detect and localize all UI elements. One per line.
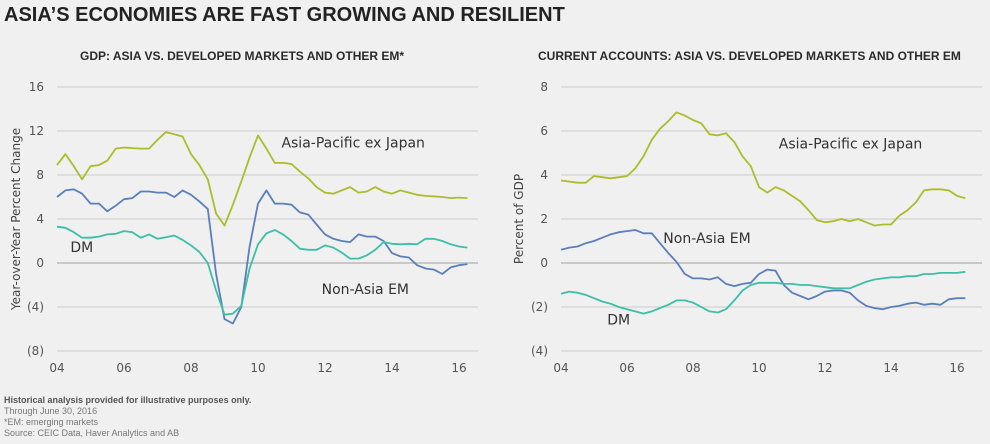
ca-x-tick-label: 12 bbox=[817, 361, 832, 375]
ca-y-tick-label: (2) bbox=[531, 300, 548, 314]
ca-x-tick-label: 14 bbox=[883, 361, 898, 375]
ca-series-label: Non-Asia EM bbox=[663, 231, 750, 247]
gdp-x-tick-label: 04 bbox=[49, 361, 64, 375]
gdp-y-tick-label: 0 bbox=[36, 256, 44, 270]
ca-y-tick-label: (4) bbox=[531, 344, 548, 358]
ca-x-tick-label: 06 bbox=[619, 361, 634, 375]
ca-series-dm bbox=[560, 270, 966, 315]
ca-y-tick-label: 2 bbox=[540, 212, 548, 226]
ca-y-tick-label: 0 bbox=[540, 256, 548, 270]
source-note: Source: CEIC Data, Haver Analytics and A… bbox=[4, 428, 180, 438]
ca-series-asia-pacific-ex-japan bbox=[560, 111, 966, 227]
gdp-series-label: Non-Asia EM bbox=[322, 282, 409, 298]
ca-series-non-asia-em bbox=[560, 229, 966, 311]
gdp-y-tick-label: 12 bbox=[29, 124, 44, 138]
em-definition-note: *EM: emerging markets bbox=[4, 417, 99, 427]
gdp-x-tick-label: 14 bbox=[384, 361, 399, 375]
ca-y-axis-label: Percent of GDP bbox=[512, 174, 526, 264]
gdp-series-dm bbox=[56, 225, 468, 316]
ca-series-label: Asia-Pacific ex Japan bbox=[779, 137, 923, 153]
gdp-x-tick-label: 16 bbox=[451, 361, 466, 375]
gdp-x-tick-label: 06 bbox=[116, 361, 131, 375]
page-title: ASIA’S ECONOMIES ARE FAST GROWING AND RE… bbox=[4, 4, 565, 26]
gdp-x-tick-label: 10 bbox=[250, 361, 265, 375]
disclaimer-note: Historical analysis provided for illustr… bbox=[4, 395, 252, 405]
ca-x-tick-label: 04 bbox=[553, 361, 568, 375]
gdp-y-axis-label: Year-over-Year Percent Change bbox=[9, 128, 23, 311]
gdp-series-asia-pacific-ex-japan bbox=[56, 131, 468, 227]
through-date-note: Through June 30, 2016 bbox=[4, 406, 98, 416]
gdp-y-tick-label: (8) bbox=[27, 344, 44, 358]
current-account-chart-title: CURRENT ACCOUNTS: ASIA VS. DEVELOPED MAR… bbox=[538, 49, 961, 63]
gdp-y-tick-label: 4 bbox=[36, 212, 44, 226]
gdp-y-tick-label: 16 bbox=[29, 80, 44, 94]
gdp-x-tick-label: 12 bbox=[317, 361, 332, 375]
gdp-y-tick-label: 8 bbox=[36, 168, 44, 182]
gdp-series-label: Asia-Pacific ex Japan bbox=[281, 136, 425, 152]
ca-x-tick-label: 16 bbox=[949, 361, 964, 375]
footnotes: Historical analysis provided for illustr… bbox=[4, 395, 251, 439]
gdp-y-tick-label: (4) bbox=[27, 300, 44, 314]
gdp-series-label: DM bbox=[70, 240, 93, 256]
gdp-x-tick-label: 08 bbox=[183, 361, 198, 375]
ca-series-label: DM bbox=[607, 313, 630, 329]
ca-x-tick-label: 10 bbox=[751, 361, 766, 375]
gdp-chart-title: GDP: ASIA VS. DEVELOPED MARKETS AND OTHE… bbox=[80, 49, 405, 63]
ca-y-tick-label: 4 bbox=[540, 168, 548, 182]
ca-y-tick-label: 6 bbox=[540, 124, 548, 138]
ca-x-tick-label: 08 bbox=[685, 361, 700, 375]
gdp-series-non-asia-em bbox=[56, 188, 468, 325]
ca-y-tick-label: 8 bbox=[540, 80, 548, 94]
